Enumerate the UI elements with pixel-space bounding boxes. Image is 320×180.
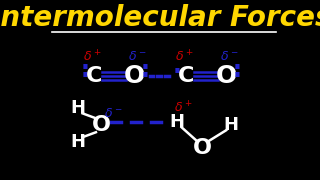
Text: O: O (124, 64, 145, 87)
Text: H: H (70, 133, 85, 151)
Text: Intermolecular Forces: Intermolecular Forces (0, 4, 320, 32)
Text: $\delta^+$: $\delta^+$ (83, 49, 102, 64)
Text: ·: · (80, 64, 89, 87)
Text: $\delta^-$: $\delta^-$ (220, 50, 239, 63)
Text: ·: · (80, 56, 89, 80)
Text: H: H (70, 99, 85, 117)
Text: ·: · (140, 56, 149, 80)
Text: H: H (169, 113, 184, 131)
Text: $\delta^-$: $\delta^-$ (128, 50, 147, 63)
Text: $\delta^+$: $\delta^+$ (174, 101, 193, 116)
Text: ·: · (172, 60, 181, 84)
Text: $\delta^-$: $\delta^-$ (104, 107, 122, 120)
Text: ·: · (140, 64, 149, 87)
Text: O: O (216, 64, 237, 87)
Text: ·: · (232, 64, 241, 87)
Text: O: O (193, 138, 212, 158)
Text: H: H (224, 116, 239, 134)
Text: $\delta^+$: $\delta^+$ (175, 49, 194, 64)
Text: C: C (178, 66, 195, 86)
Text: ·: · (232, 56, 241, 80)
Text: O: O (92, 115, 111, 135)
Text: C: C (86, 66, 103, 86)
